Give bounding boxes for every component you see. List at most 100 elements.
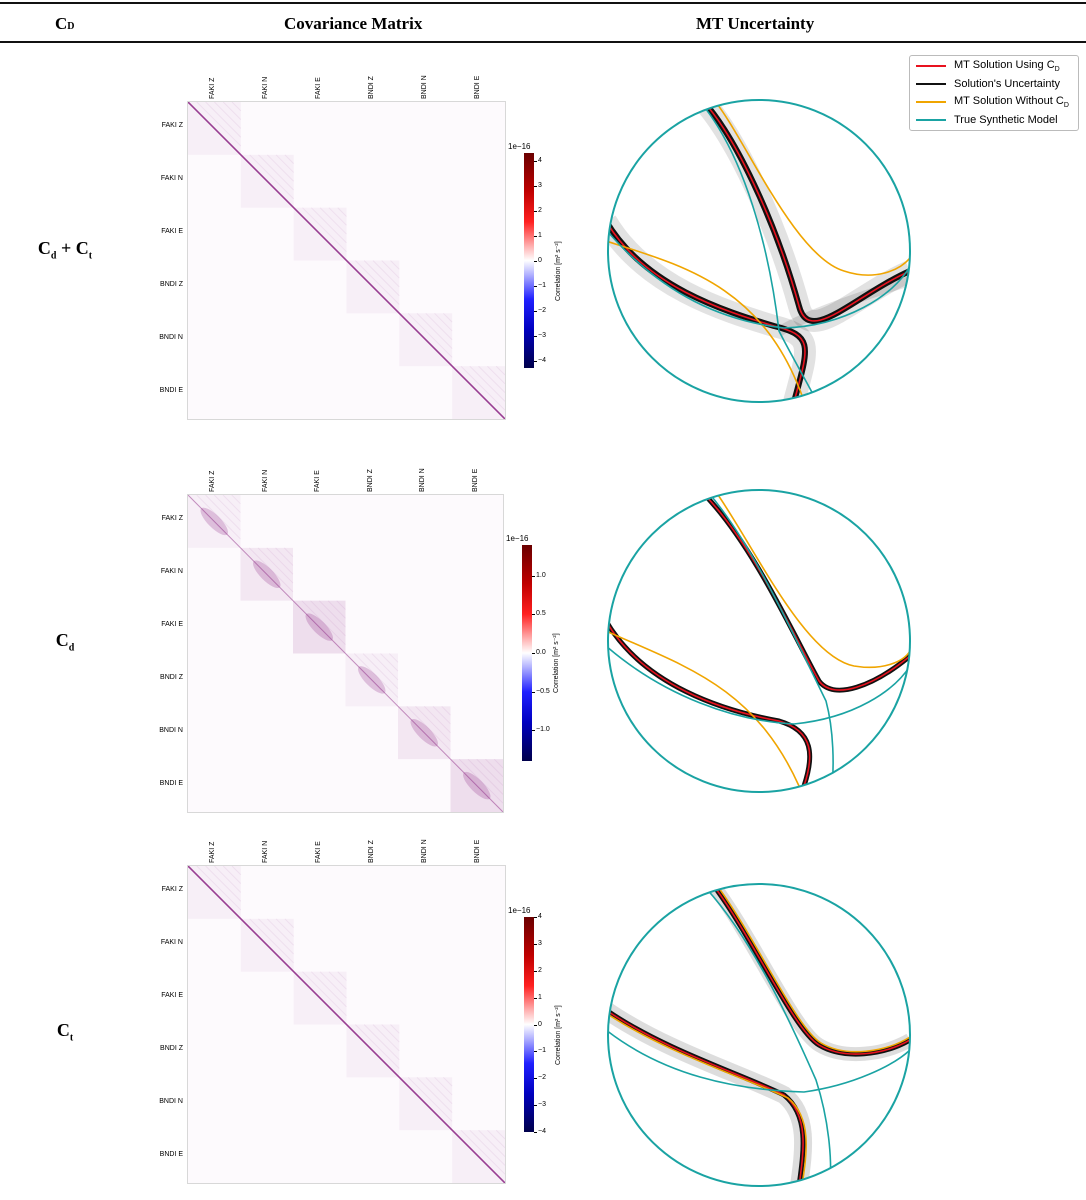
matrix-row-label: FAKI N <box>160 175 183 183</box>
matrix-heatmap <box>188 495 503 812</box>
true-model-plane-1 <box>703 885 832 1185</box>
beachball-cd-plus-ct <box>607 99 911 403</box>
colorbar-tick-mark <box>532 575 535 577</box>
matrix-column-label: BNDI E <box>473 75 481 99</box>
colorbar-tick-mark <box>534 360 537 362</box>
colorbar-tick-label: −3 <box>538 331 546 339</box>
matrix-column-label: BNDI Z <box>367 76 375 99</box>
matrix-column-label: BNDI N <box>420 75 428 99</box>
matrix-column-label: BNDI E <box>473 839 481 863</box>
matrix-column-label: FAKI Z <box>209 841 217 863</box>
legend-swatch <box>916 65 946 67</box>
matrix-plot-area <box>187 101 506 420</box>
matrix-heatmap <box>188 866 505 1183</box>
colorbar-tick-mark <box>534 335 537 337</box>
colorbar-tick-mark <box>534 210 537 212</box>
matrix-row-label: FAKI N <box>160 939 183 947</box>
mt-solution-using-cd-2 <box>608 220 806 402</box>
matrix-row-label: FAKI E <box>161 992 183 1000</box>
colorbar-tick-label: 1 <box>538 231 542 239</box>
matrix-column-label: FAKI Z <box>209 470 217 492</box>
top-rule <box>0 2 1086 4</box>
colorbar-tick-label: −4 <box>538 1128 546 1135</box>
beachball-outline <box>607 883 911 1187</box>
colorbar-tick-label: −1 <box>538 281 546 289</box>
matrix-plot-area <box>187 494 504 813</box>
colorbar-tick-mark <box>534 310 537 312</box>
colorbar-tick-label: −2 <box>538 1074 546 1082</box>
matrix-row-label: BNDI E <box>159 386 183 394</box>
colorbar-gradient <box>524 153 534 368</box>
matrix-column-label: FAKI N <box>261 469 269 492</box>
colorbar-tick-label: −1.0 <box>536 726 550 734</box>
matrix-row-label: FAKI Z <box>161 515 183 523</box>
matrix-column-label: FAKI E <box>315 841 323 863</box>
header-mt-uncertainty: MT Uncertainty <box>696 14 815 33</box>
row-label-cd: Cd <box>55 630 75 654</box>
matrix-column-label: FAKI E <box>314 470 322 492</box>
true-model-plane-1 <box>701 103 817 401</box>
colorbar-exponent: 1e−16 <box>506 534 529 543</box>
matrix-diagonal <box>188 102 505 419</box>
matrix-heatmap <box>188 102 505 419</box>
beachball-outline <box>607 99 911 403</box>
colorbar-tick-mark <box>534 260 537 262</box>
colorbar-axis-label: Correlation [m² s⁻²] <box>555 240 562 301</box>
colorbar-tick-mark <box>532 730 535 732</box>
true-model-plane-1 <box>707 491 834 791</box>
legend: MT Solution Using CD Solution's Uncertai… <box>909 55 1079 131</box>
row-label-ct: Ct <box>56 1020 74 1044</box>
mt-solution-without-cd-2 <box>608 1012 807 1186</box>
colorbar-tick-mark <box>534 1024 537 1026</box>
mt-solution-using-cd-2 <box>608 620 811 787</box>
colorbar-tick-mark <box>534 997 537 999</box>
colorbar-tick-mark <box>532 614 535 616</box>
matrix-plot-area <box>187 865 506 1184</box>
colorbar-tick-mark <box>534 1078 537 1080</box>
legend-swatch <box>916 101 946 103</box>
beachball-outline <box>607 489 911 793</box>
mt-solution-using-cd <box>713 885 910 1055</box>
colorbar-tick-label: 4 <box>538 913 542 920</box>
legend-item-uncertainty: Solution's Uncertainty <box>916 76 1060 92</box>
colorbar-gradient <box>522 545 532 761</box>
colorbar-tick-label: 2 <box>538 206 542 214</box>
colorbar-tick-mark <box>534 1051 537 1053</box>
matrix-column-label: BNDI E <box>471 468 479 492</box>
matrix-row-label: FAKI N <box>160 568 183 576</box>
colorbar-tick-label: 0 <box>538 256 542 264</box>
colorbar-tick-mark <box>534 1132 537 1133</box>
legend-item-mt-with-cd: MT Solution Using CD <box>916 58 1060 74</box>
true-model-plane-2 <box>608 231 910 329</box>
matrix-row-label: BNDI Z <box>160 1044 183 1052</box>
legend-swatch <box>916 83 946 85</box>
colorbar-gradient <box>524 917 534 1132</box>
matrix-row-label: BNDI N <box>159 1097 183 1105</box>
colorbar-tick-label: −4 <box>538 356 546 364</box>
mt-solution-using-cd <box>703 101 910 322</box>
matrix-diagonal <box>188 866 505 1183</box>
colorbar-axis-label: Correlation [m² s⁻²] <box>555 1004 562 1065</box>
colorbar-tick-mark <box>534 943 537 945</box>
colorbar-tick-mark <box>534 185 537 187</box>
colorbar-tick-label: 0.5 <box>536 610 546 618</box>
colorbar-tick-mark <box>532 653 535 654</box>
legend-item-true-model: True Synthetic Model <box>916 112 1058 128</box>
colorbar-tick-mark <box>534 285 537 287</box>
matrix-column-label: FAKI E <box>315 77 323 99</box>
mt-solution-without-cd-2 <box>608 630 800 787</box>
colorbar-tick-label: 1 <box>538 993 542 1001</box>
matrix-row-label: FAKI Z <box>161 886 183 894</box>
colorbar-axis-label: Correlation [m² s⁻²] <box>553 633 560 693</box>
header-cd: CD <box>55 14 75 33</box>
colorbar-tick-label: 4 <box>538 156 542 164</box>
matrix-column-label: BNDI N <box>420 839 428 863</box>
matrix-row-label: FAKI Z <box>161 122 183 130</box>
mt-solution-without-cd-2 <box>608 240 805 402</box>
matrix-diagonal <box>188 495 503 812</box>
colorbar-tick-label: −3 <box>538 1101 546 1109</box>
colorbar-tick-label: −2 <box>538 306 546 314</box>
matrix-column-label: FAKI Z <box>209 77 217 99</box>
matrix-row-label: BNDI E <box>159 779 183 787</box>
colorbar-exponent: 1e−16 <box>508 906 531 915</box>
